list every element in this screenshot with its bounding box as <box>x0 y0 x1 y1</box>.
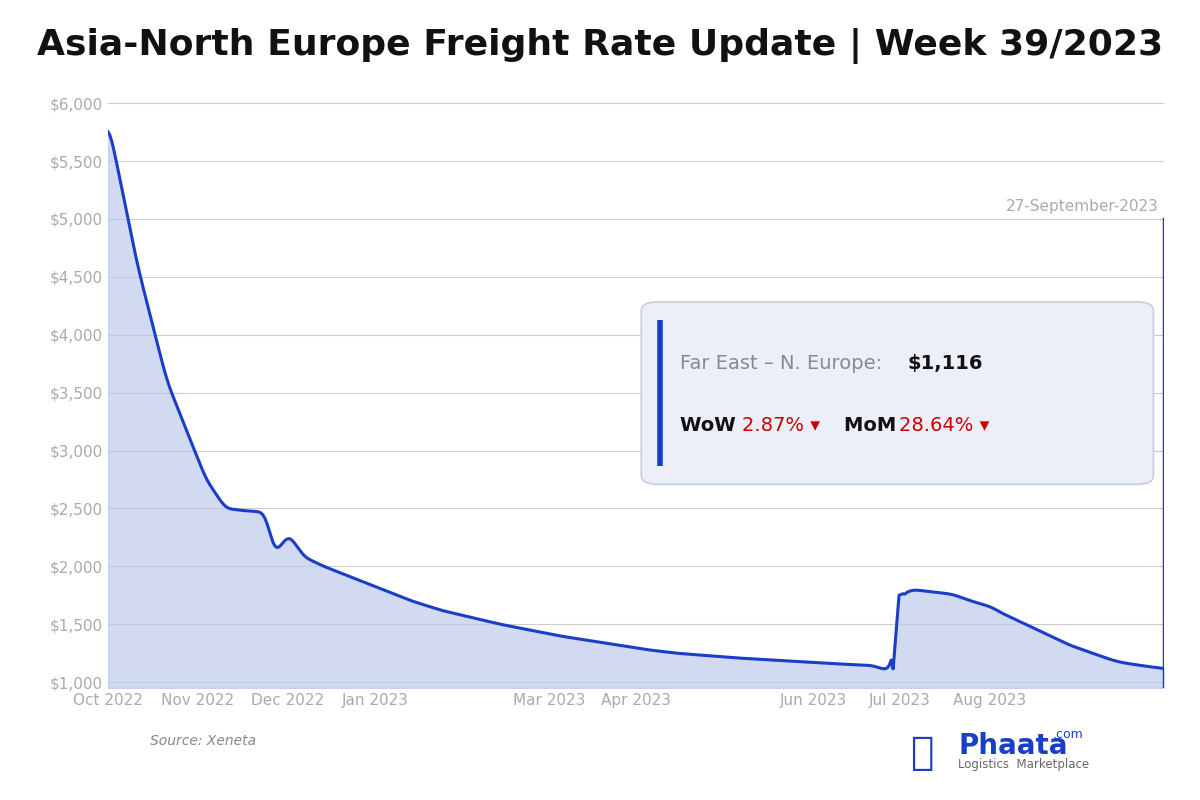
Text: MoM: MoM <box>844 417 904 435</box>
Text: ⓗ: ⓗ <box>911 734 934 771</box>
Text: Source: Xeneta: Source: Xeneta <box>150 734 257 747</box>
Text: Phaata: Phaata <box>958 732 1068 760</box>
Text: WoW: WoW <box>680 417 743 435</box>
Text: .com: .com <box>1054 727 1084 741</box>
Text: 28.64% ▾: 28.64% ▾ <box>899 417 989 435</box>
Text: 27-September-2023: 27-September-2023 <box>1006 198 1159 214</box>
Text: Logistics  Marketplace: Logistics Marketplace <box>958 758 1090 771</box>
Text: Far East – N. Europe:: Far East – N. Europe: <box>680 354 889 373</box>
Text: Asia-North Europe Freight Rate Update | Week 39/2023: Asia-North Europe Freight Rate Update | … <box>37 28 1163 64</box>
Text: 2.87% ▾: 2.87% ▾ <box>742 417 820 435</box>
FancyBboxPatch shape <box>641 302 1153 484</box>
Text: $1,116: $1,116 <box>907 354 983 373</box>
